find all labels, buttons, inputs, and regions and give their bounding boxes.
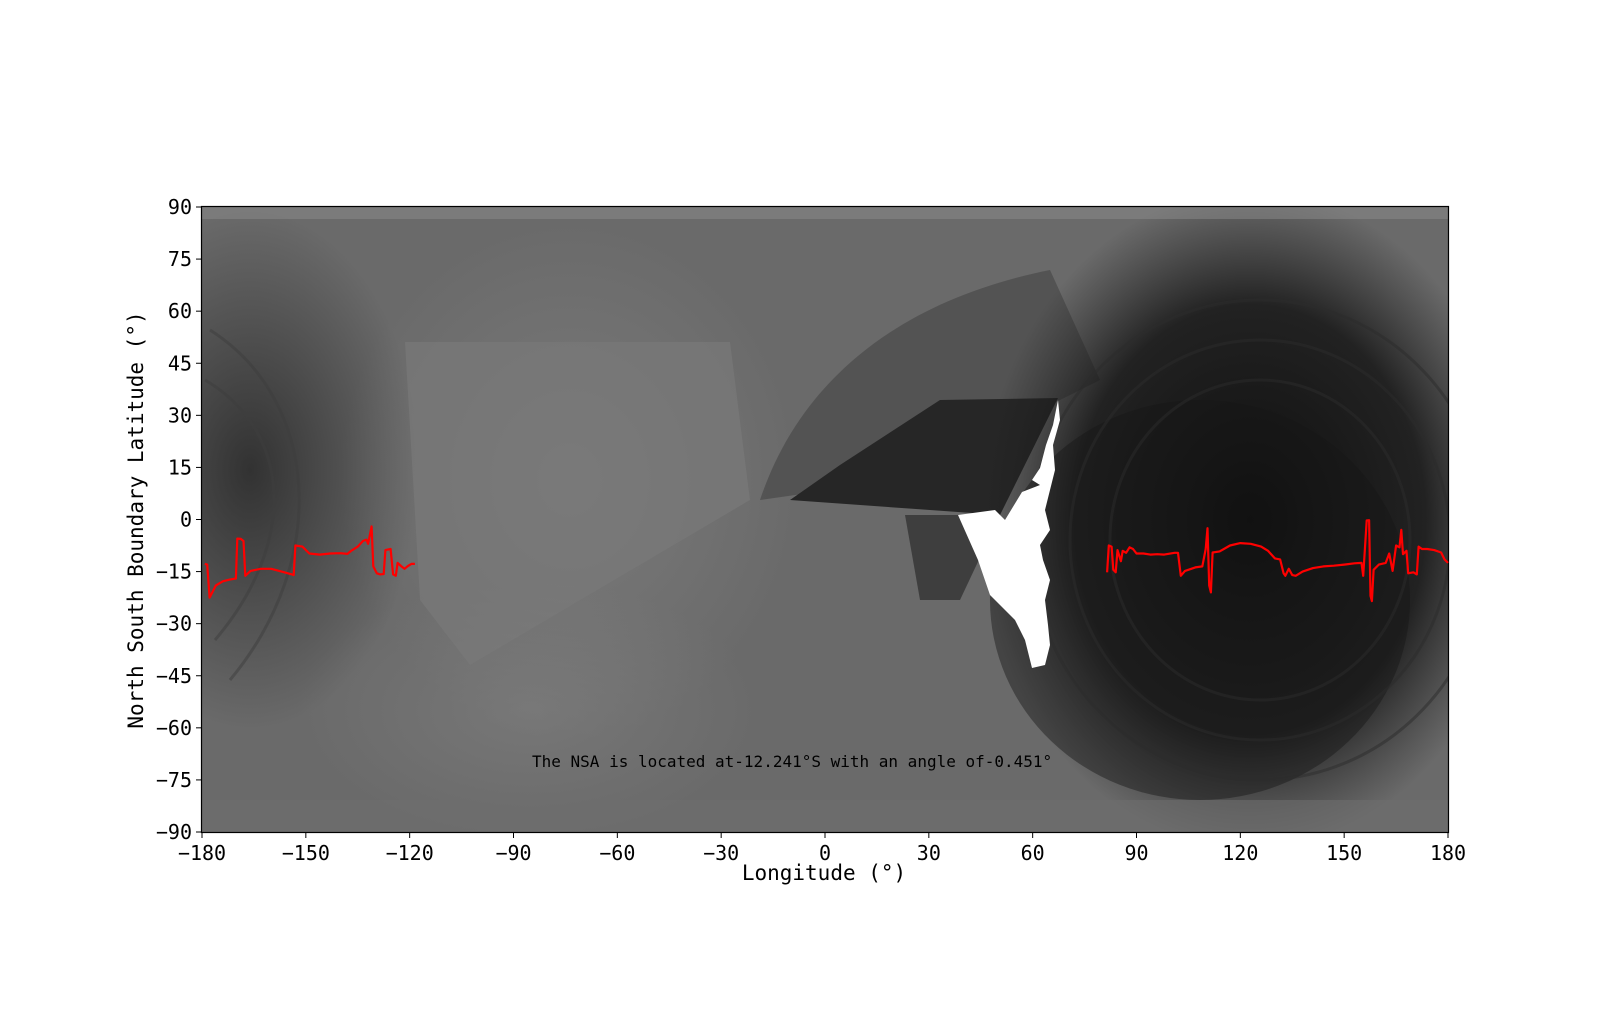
- nsa-boundary-line: [204, 519, 1449, 603]
- x-tick-label: 30: [917, 841, 941, 865]
- x-tick-label: −90: [495, 841, 531, 865]
- y-tick-label: 45: [168, 351, 192, 375]
- x-axis-label: Longitude (°): [742, 861, 906, 885]
- x-tick-label: 60: [1021, 841, 1045, 865]
- y-tick-label: 90: [168, 195, 192, 219]
- y-tick-label: 15: [168, 455, 192, 479]
- y-tick-label: 75: [168, 247, 192, 271]
- y-tick-label: 60: [168, 299, 192, 323]
- y-tick-label: 0: [180, 508, 192, 532]
- nsa-line-segment: [204, 525, 415, 599]
- y-tick-label: 30: [168, 403, 192, 427]
- x-tick-label: −30: [703, 841, 739, 865]
- y-tick-label: −30: [156, 612, 192, 636]
- x-tick-label: −60: [599, 841, 635, 865]
- y-tick-label: −90: [156, 820, 192, 844]
- x-tick-label: 90: [1124, 841, 1148, 865]
- x-tick-label: −180: [178, 841, 226, 865]
- y-tick-label: −45: [156, 664, 192, 688]
- x-tick-label: 180: [1430, 841, 1466, 865]
- y-axis-label: North South Boundary Latitude (°): [124, 311, 148, 728]
- nsa-line-segment: [1106, 519, 1449, 603]
- x-tick-label: −120: [386, 841, 434, 865]
- y-tick-label: −15: [156, 560, 192, 584]
- x-tick-label: −150: [282, 841, 330, 865]
- y-tick-label: −75: [156, 768, 192, 792]
- nsa-annotation: The NSA is located at-12.241°S with an a…: [532, 752, 1052, 771]
- synoptic-map-image: [202, 207, 1448, 832]
- x-tick-label: 120: [1222, 841, 1258, 865]
- x-axis-ticks: −180 −150 −120 −90 −60 −30 0 30 60 90 120 150 180: [178, 832, 1466, 865]
- y-axis-ticks: −90 −75 −60 −45 −30 −15 0 15 30 45 60 75 90: [156, 195, 202, 844]
- y-tick-label: −60: [156, 716, 192, 740]
- x-tick-label: 150: [1326, 841, 1362, 865]
- x-tick-label: 0: [819, 841, 831, 865]
